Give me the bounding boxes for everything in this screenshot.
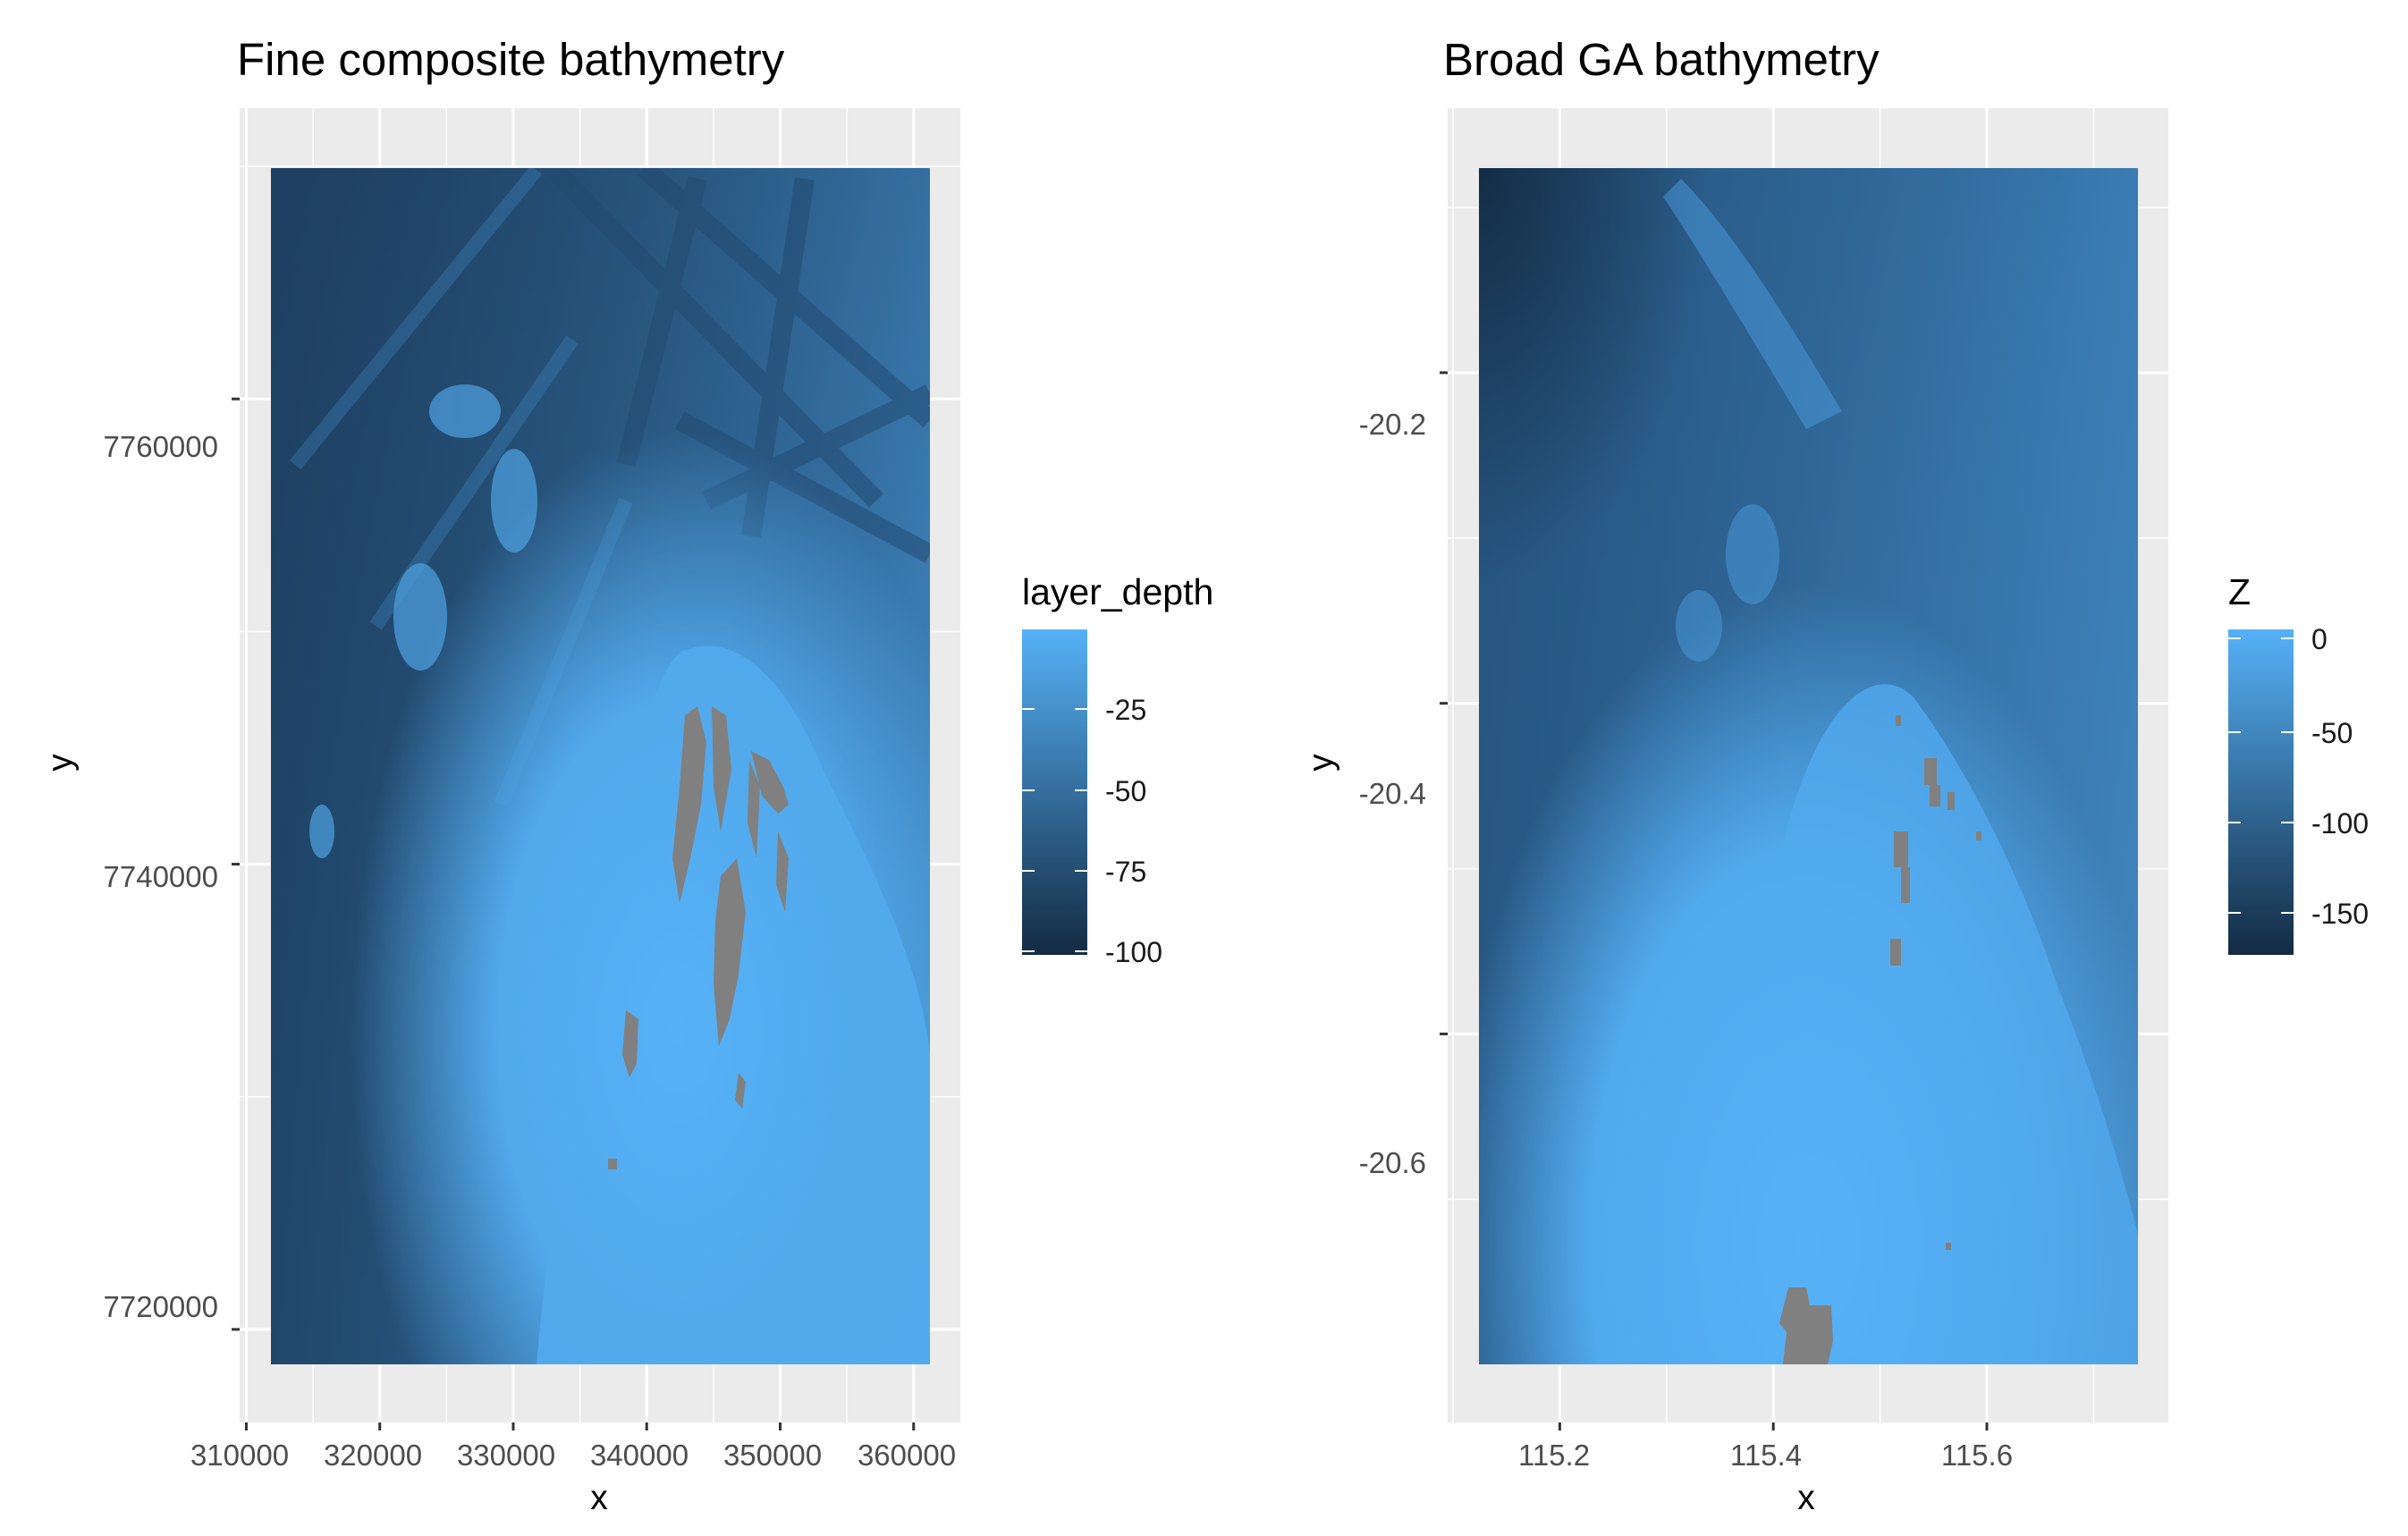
x-tick-label: 340000 xyxy=(590,1439,689,1472)
x-axis-label-fine: x xyxy=(590,1479,608,1517)
x-tick-label: 115.2 xyxy=(1518,1439,1590,1472)
chart-title-fine: Fine composite bathymetry xyxy=(237,34,785,85)
y-tick-label: 7740000 xyxy=(104,860,218,893)
legend-tick-label: 0 xyxy=(2311,623,2328,655)
legend-tick-label: -100 xyxy=(1105,936,1162,968)
legend-title-broad: Z xyxy=(2228,571,2251,612)
y-tick-label: 7720000 xyxy=(104,1290,218,1323)
legend-tick-label: -50 xyxy=(2311,717,2353,749)
x-axis-label-broad: x xyxy=(1797,1479,1815,1517)
y-tick-label: -20.6 xyxy=(1359,1146,1426,1179)
legend-colorbar-fine xyxy=(1022,629,1087,955)
y-tick-label: -20.4 xyxy=(1359,777,1426,810)
x-tick-label: 115.4 xyxy=(1730,1439,1802,1472)
x-tick-label: 320000 xyxy=(324,1439,422,1472)
na-cells-fine xyxy=(608,706,789,1169)
legend-broad: Z 0 -50 -100 -150 xyxy=(2228,571,2369,955)
legend-tick-label: -50 xyxy=(1105,775,1146,807)
y-axis-label-broad: y xyxy=(1302,754,1340,772)
legend-fine: layer_depth -25 -50 -75 -100 xyxy=(1022,571,1213,968)
y-axis-label-fine: y xyxy=(41,754,80,772)
tick-marks-broad xyxy=(1440,371,1989,1431)
y-tick-label: 7760000 xyxy=(104,430,218,463)
legend-colorbar-broad xyxy=(2228,629,2294,955)
x-tick-label: 115.6 xyxy=(1941,1439,2013,1472)
legend-title-fine: layer_depth xyxy=(1022,571,1213,612)
legend-tick-label: -150 xyxy=(2311,898,2369,930)
x-tick-label: 310000 xyxy=(190,1439,289,1472)
x-tick-label: 350000 xyxy=(723,1439,822,1472)
bathymetry-raster-fine xyxy=(271,168,930,1364)
x-tick-label: 330000 xyxy=(457,1439,555,1472)
legend-tick-label: -100 xyxy=(2311,807,2369,840)
panel-fine: Fine composite bathymetry xyxy=(41,34,1213,1517)
x-tick-label: 360000 xyxy=(858,1439,956,1472)
na-cells-broad xyxy=(1779,715,1981,1364)
bathymetry-raster-broad xyxy=(1479,168,2138,1364)
tick-marks-fine xyxy=(232,397,916,1431)
legend-tick-label: -25 xyxy=(1105,694,1146,726)
legend-tick-label: -75 xyxy=(1105,856,1146,888)
chart-title-broad: Broad GA bathymetry xyxy=(1443,34,1880,85)
y-tick-label: -20.2 xyxy=(1359,408,1426,441)
panel-broad: Broad GA bathymetry xyxy=(1302,34,2369,1517)
